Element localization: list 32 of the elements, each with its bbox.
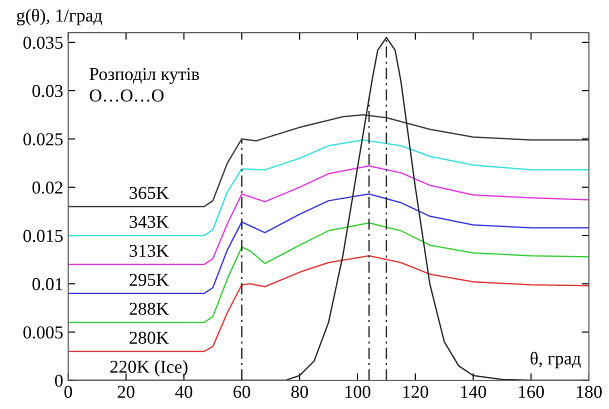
y-tick-label: 0.015 [23,230,63,242]
annotation: Розподіл кутів O…O…O [90,68,200,102]
x-tick-label: 160 [519,386,544,398]
line-series [68,255,589,352]
y-tick-label: 0.005 [23,326,63,339]
x-tick-label: 60 [234,386,250,398]
y-axis-title: g(θ), 1/град [16,8,102,26]
y-tick-label: 0 [55,374,63,387]
series-label: 220K (Ice) [110,360,188,377]
line-series [68,165,589,266]
y-tick-label: 0.025 [23,133,63,146]
x-axis-title: θ, град [530,352,581,368]
x-tick-label: 180 [576,386,602,398]
y-tick-label: 0.01 [32,278,62,290]
x-tick-label: 20 [118,386,134,398]
x-tick-label: 140 [461,386,486,398]
series-label: 295K [130,274,169,286]
x-tick-label: 100 [346,386,370,398]
x-tick-label: 120 [403,386,428,398]
series-label: 313K [130,244,169,257]
y-tick-label: 0.035 [23,36,63,49]
x-tick-label: 80 [291,386,308,398]
y-tick-label: 0.02 [32,181,62,194]
series-label: 280K [130,332,169,344]
x-tick-label: 40 [175,386,192,398]
line-series [68,114,589,208]
series-label: 288K [130,302,169,315]
x-tick-label: 0 [64,386,72,398]
series-label: 343K [130,216,169,228]
line-series [68,139,589,236]
y-tick-label: 0.03 [32,84,63,98]
series-label: 365K [130,186,169,200]
